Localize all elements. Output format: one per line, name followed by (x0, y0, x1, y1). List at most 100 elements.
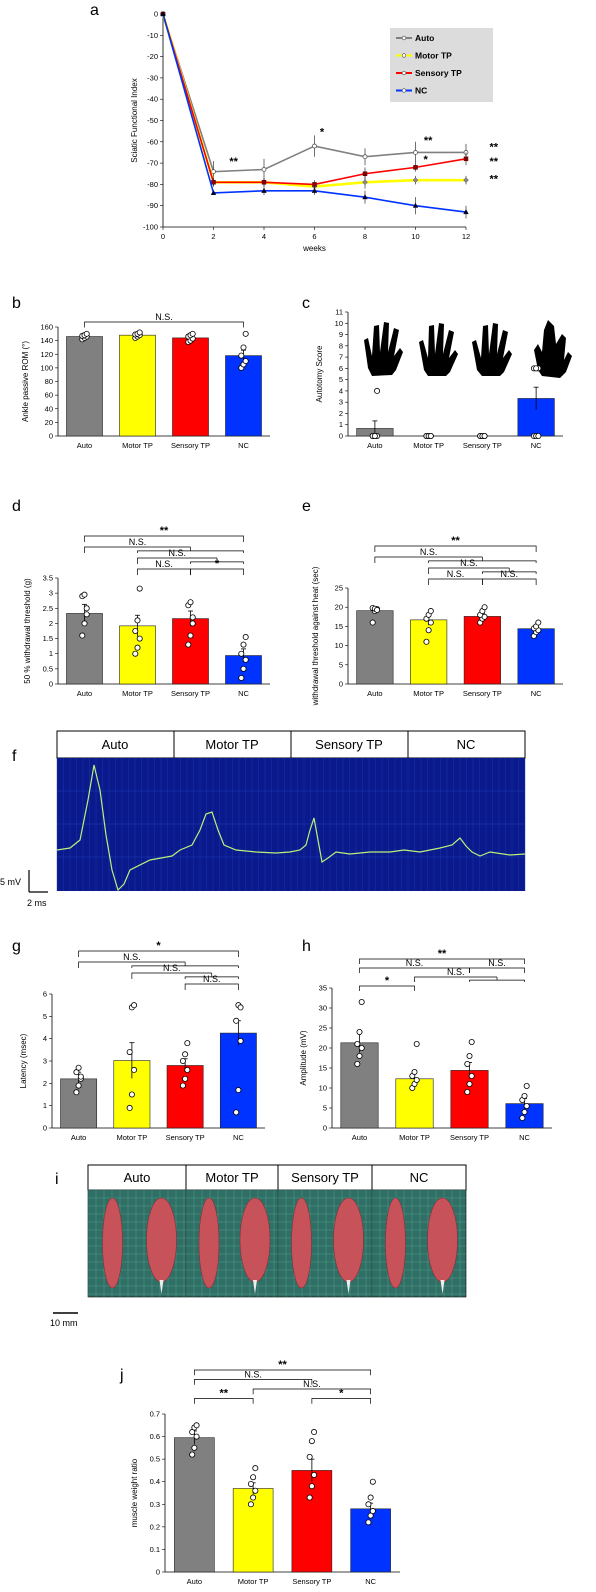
b-y-tick-label: 20 (45, 418, 53, 427)
h-y-tick-label: 35 (319, 984, 327, 993)
a-y-tick-label: -90 (147, 201, 158, 210)
g-y-tick-label: 3 (43, 1057, 47, 1066)
b-data-point (238, 352, 245, 359)
h-bracket (359, 985, 415, 991)
d-data-point (136, 635, 143, 642)
b-y-tick-label: 160 (40, 323, 53, 332)
b-category-label: Auto (77, 441, 92, 450)
g-bracket-group (184, 973, 239, 980)
j-bracket (194, 1379, 313, 1385)
g-data-point (235, 1087, 242, 1094)
g-y-tick-label: 0 (43, 1124, 47, 1133)
d-bracket (137, 557, 217, 565)
d-data-point (187, 599, 194, 606)
a-legend-label: Auto (415, 33, 434, 43)
c-data-point (427, 432, 434, 439)
muscle-specimen (385, 1197, 406, 1289)
d-data-point (134, 644, 141, 651)
h-bar (450, 1070, 489, 1129)
d-data-point (185, 641, 192, 648)
j-data-point (369, 1478, 376, 1485)
g-bracket-label: N.S. (123, 952, 141, 962)
i-header-nc: NC (410, 1170, 429, 1185)
c-y-tick-label: 4 (339, 386, 343, 395)
g-data-point (128, 1091, 135, 1098)
b-data-point (240, 344, 247, 351)
h-data-point (358, 999, 365, 1006)
h-data-point (523, 1083, 530, 1090)
g-category-label: Sensory TP (166, 1133, 205, 1142)
j-data-point (189, 1451, 196, 1458)
g-bracket (184, 983, 239, 991)
h-category-label: Sensory TP (450, 1133, 489, 1142)
b-category-label: NC (238, 441, 249, 450)
j-category-label: NC (365, 1577, 376, 1586)
e-data-point (535, 619, 542, 626)
d-y-tick-label: 0 (49, 680, 53, 689)
h-category-label: Auto (352, 1133, 367, 1142)
d-y-tick-label: 1.5 (43, 634, 53, 643)
e-data-point (427, 619, 434, 626)
a-x-tick-label: 8 (363, 232, 367, 241)
e-bar (463, 616, 501, 685)
e-data-point (423, 638, 430, 645)
a-significance-label: * (423, 154, 428, 166)
b-category-label: Sensory TP (171, 441, 210, 450)
d-data-point (242, 656, 249, 663)
e-data-point (425, 627, 432, 634)
b-y-tick-label: 140 (40, 336, 53, 345)
j-data-point (369, 1508, 376, 1515)
panel-letter-i: i (55, 1171, 59, 1188)
d-bracket-label: N.S. (129, 537, 147, 547)
a-point (261, 180, 267, 185)
i-header-auto: Auto (124, 1170, 151, 1185)
e-bracket (374, 545, 537, 553)
g-bracket (78, 950, 239, 958)
a-legend-label: Motor TP (415, 51, 452, 61)
e-bracket-label: N.S. (420, 547, 438, 557)
c-category-label: Motor TP (413, 441, 444, 450)
e-category-label: Auto (367, 689, 382, 698)
c-data-point (371, 432, 378, 439)
g-data-point (75, 1082, 82, 1089)
g-data-point (237, 1037, 244, 1044)
j-category-label: Motor TP (238, 1577, 269, 1586)
chart-c-autotomy: 0 1 2 3 4 5 6 7 8 9 10 11 Autotomy Score Auto Motor TP… (315, 308, 572, 450)
d-y-tick-label: 2.5 (43, 604, 53, 613)
e-bracket-label: N.S. (460, 558, 478, 568)
a-point (362, 154, 368, 160)
d-y-tick-label: 3 (49, 589, 53, 598)
c-y-tick-label: 10 (335, 319, 343, 328)
h-data-point (358, 1045, 365, 1052)
panel-letter-h: h (302, 938, 311, 955)
d-bracket-group (137, 547, 244, 554)
panel-letter-d: d (12, 498, 21, 515)
panel-i-muscle-photos: Auto Motor TP Sensory TP NC 10 mm (50, 1164, 467, 1328)
a-x-tick-label: 0 (161, 232, 165, 241)
g-data-point (77, 1073, 84, 1080)
a-point (312, 182, 317, 187)
b-y-tick-label: 60 (45, 391, 53, 400)
h-bracket-label: * (385, 975, 390, 987)
a-y-tick-label: -70 (147, 159, 158, 168)
h-bracket (414, 976, 497, 982)
j-y-tick-label: 0.3 (150, 1500, 160, 1509)
h-y-tick-label: 20 (319, 1044, 327, 1053)
e-bracket-group (482, 568, 537, 575)
panel-letter-j: j (119, 1367, 124, 1384)
h-data-point (464, 1061, 471, 1068)
emg-trace (56, 764, 526, 892)
b-data-point (136, 329, 143, 336)
c-data-point (481, 432, 488, 439)
muscle-tendon (159, 1280, 164, 1294)
d-bracket (190, 568, 244, 576)
j-bar (232, 1488, 274, 1573)
e-bracket (374, 556, 483, 564)
c-y-tick-label: 6 (339, 364, 343, 373)
a-point (211, 169, 216, 175)
d-data-point (238, 650, 245, 657)
g-y-tick-label: 5 (43, 1012, 47, 1021)
g-bracket-label: N.S. (203, 974, 221, 984)
i-header-sensory: Sensory TP (291, 1170, 359, 1185)
h-bracket-label: N.S. (406, 958, 424, 968)
